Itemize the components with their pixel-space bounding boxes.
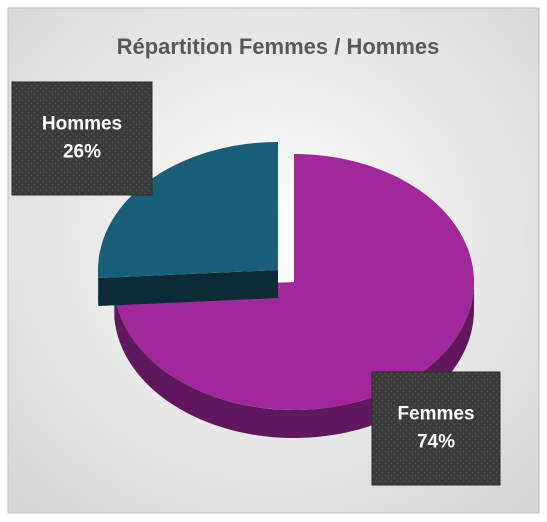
- pie-slice: [98, 142, 278, 279]
- value-label: 74%: [417, 432, 455, 453]
- chart-title: Répartition Femmes / Hommes: [117, 34, 440, 59]
- slice-face: [98, 270, 278, 307]
- label-box: [371, 371, 501, 486]
- category-label: Hommes: [42, 114, 122, 135]
- category-label: Femmes: [397, 404, 474, 425]
- label-box: [11, 81, 153, 196]
- value-label: 26%: [63, 142, 101, 163]
- pie-slice: [114, 154, 475, 410]
